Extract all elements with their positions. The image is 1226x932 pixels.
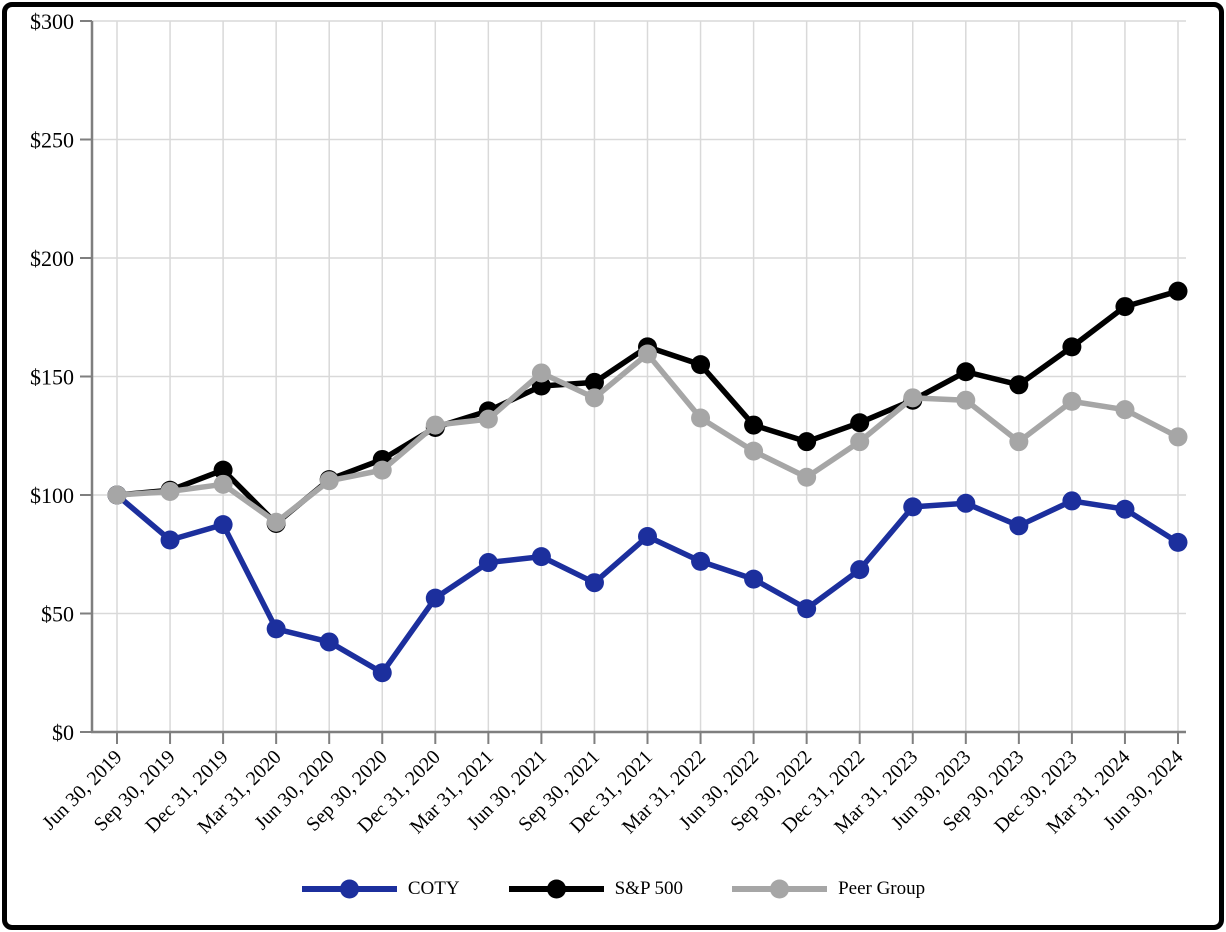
- coty-legend-point: [339, 879, 359, 899]
- peer-group-data-point: [850, 432, 870, 452]
- legend-label-coty: COTY: [407, 878, 460, 899]
- sp500-data-point: [691, 355, 711, 375]
- coty-data-point: [160, 530, 180, 550]
- legend-item-sp500: S&P 500: [508, 877, 683, 901]
- legend-label-sp500: S&P 500: [614, 878, 684, 899]
- peer-group-data-point: [584, 388, 604, 408]
- coty-data-point: [956, 493, 976, 513]
- legend-item-peer-group: Peer Group: [731, 877, 925, 901]
- peer-group-data-point: [266, 512, 286, 532]
- chart-legend: COTY S&P 500 Peer Group: [0, 877, 1226, 901]
- peer-group-data-point: [903, 388, 923, 408]
- peer-group-data-point: [1062, 391, 1082, 411]
- coty-data-point: [584, 573, 604, 593]
- peer-group-data-point: [531, 363, 551, 383]
- peer-group-legend-marker: [732, 879, 828, 899]
- coty-data-point: [531, 547, 551, 567]
- sp500-legend-point: [546, 879, 566, 899]
- peer-group-data-point: [372, 460, 392, 480]
- coty-data-point: [903, 497, 923, 517]
- coty-data-point: [1168, 532, 1188, 552]
- sp500-data-point: [213, 460, 233, 480]
- coty-data-point: [691, 551, 711, 571]
- coty-data-point: [266, 619, 286, 639]
- y-axis-label: $100: [30, 483, 74, 508]
- coty-legend-marker: [301, 879, 397, 899]
- peer-group-data-point: [797, 467, 817, 487]
- peer-group-data-point: [638, 344, 657, 364]
- coty-data-point: [213, 515, 233, 535]
- y-axis-label: $250: [30, 128, 74, 153]
- coty-data-point: [372, 663, 392, 683]
- peer-group-data-point: [1009, 432, 1029, 452]
- peer-group-data-point: [744, 441, 764, 461]
- coty-data-point: [1115, 499, 1135, 519]
- peer-group-data-point: [691, 408, 711, 428]
- sp500-data-point: [744, 415, 764, 435]
- y-axis-label: $0: [52, 720, 74, 745]
- coty-data-point: [1062, 491, 1082, 511]
- y-axis-label: $200: [30, 246, 74, 271]
- sp500-data-point: [1062, 337, 1082, 357]
- sp500-data-point: [584, 372, 604, 392]
- sp500-data-point: [1115, 297, 1135, 317]
- coty-data-point: [319, 632, 339, 652]
- y-axis-label: $150: [30, 365, 74, 390]
- peer-group-data-point: [425, 415, 445, 435]
- peer-group-data-point: [1115, 400, 1135, 420]
- coty-data-point: [797, 599, 817, 619]
- sp500-data-point: [531, 376, 551, 396]
- coty-data-point: [425, 588, 445, 608]
- sp500-data-point: [850, 413, 870, 433]
- coty-data-point: [1009, 516, 1029, 536]
- sp500-legend-marker: [508, 879, 604, 899]
- peer-group-data-point: [319, 471, 339, 491]
- legend-item-coty: COTY: [301, 877, 460, 901]
- coty-data-point: [638, 526, 657, 546]
- sp500-data-point: [797, 432, 817, 452]
- sp500-data-point: [1009, 375, 1029, 395]
- peer-group-data-point: [213, 474, 233, 494]
- peer-group-data-point: [160, 481, 180, 501]
- sp500-data-point: [1168, 281, 1188, 301]
- coty-data-point: [850, 560, 870, 580]
- peer-group-data-point: [956, 390, 976, 410]
- y-axis-label: $300: [30, 9, 74, 34]
- peer-group-data-point: [478, 409, 498, 429]
- peer-group-legend-point: [770, 879, 790, 899]
- coty-data-point: [744, 569, 764, 589]
- peer-group-data-point: [1168, 427, 1188, 447]
- sp500-data-point: [956, 362, 976, 382]
- legend-label-peer-group: Peer Group: [838, 878, 926, 899]
- coty-data-point: [478, 553, 498, 573]
- y-axis-label: $50: [41, 602, 74, 627]
- peer-group-data-point: [107, 485, 127, 505]
